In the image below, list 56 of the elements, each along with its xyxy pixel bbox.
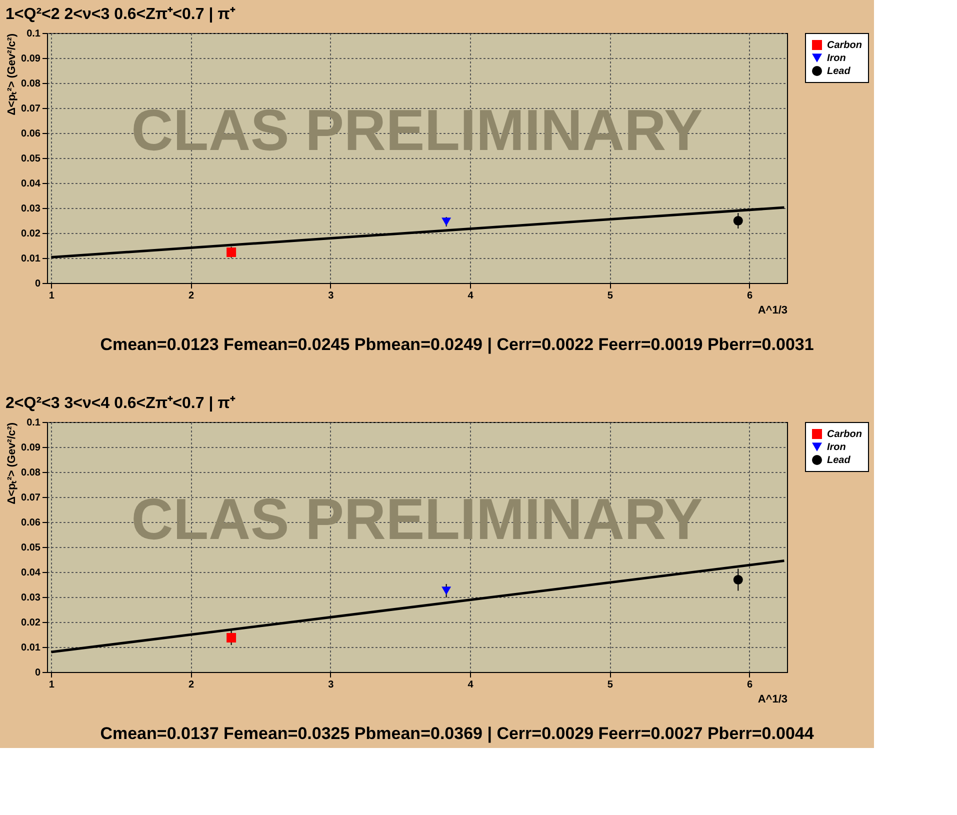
x-axis-title: A^1/3 [758, 694, 788, 706]
y-tick-label: 0.05 [21, 154, 41, 164]
y-tick-label: 0.04 [21, 568, 41, 578]
y-tick-label: 0.01 [21, 254, 41, 264]
y-tick-label: 0.05 [21, 542, 41, 554]
legend-label: Lead [827, 66, 852, 77]
annotation: CLAS PRELIMINARY [131, 487, 703, 552]
x-tick-label: 4 [468, 680, 474, 690]
point [442, 218, 452, 226]
point [226, 633, 236, 642]
legend-label: Lead [827, 455, 852, 466]
y-tick-label: 0.06 [21, 518, 41, 528]
y-tick-label: 0.03 [21, 204, 41, 214]
x-axis-title: A^1/3 [758, 304, 788, 316]
y-tick-label: 0.09 [21, 54, 41, 64]
x-tick-label: 5 [607, 680, 614, 690]
chart-title: 2<Q²<3 3<ν<4 0.6<Zπ⁺<0.7 | π⁺ [6, 395, 236, 412]
y-tick-label: 0.01 [21, 642, 41, 654]
x-tick-label: 4 [468, 290, 474, 302]
annotation: CLAS PRELIMINARY [131, 98, 703, 163]
y-axis-title: Δ<pₜ²> (Gev²/c²) [6, 422, 18, 504]
y-tick-label: 0.1 [26, 418, 41, 428]
x-tick-label: 3 [328, 290, 334, 302]
point [733, 575, 743, 584]
legend-label: Carbon [827, 429, 862, 440]
y-tick-label: 0 [34, 278, 41, 290]
y-tick-label: 0.02 [21, 228, 41, 240]
y-tick-label: 0.09 [21, 442, 41, 454]
text: Cmean=0.0123 Femean=0.0245 Pbmean=0.0249 | Cerr=0.0022 Feerr=0.0019 Pberr=0.0031 [100, 335, 814, 354]
x-tick-label: 1 [48, 290, 55, 302]
y-tick-label: 0.07 [21, 492, 41, 504]
x-tick-label: 3 [328, 680, 334, 690]
x-tick-label: 2 [188, 290, 195, 302]
x-tick-label: 6 [747, 680, 754, 690]
y-tick-label: 0.02 [21, 618, 41, 628]
point [226, 248, 236, 257]
x-tick-label: 2 [188, 680, 195, 690]
y-tick-label: 0 [34, 668, 41, 678]
y-tick-label: 0.07 [21, 104, 41, 114]
y-tick-label: 0.1 [26, 28, 41, 40]
y-axis-title: Δ<pₜ²> (Gev²/c²) [6, 33, 18, 116]
y-tick-label: 0.04 [21, 178, 41, 190]
legend-label: Iron [827, 442, 846, 453]
y-tick-label: 0.03 [21, 592, 41, 604]
chart-title: 1<Q²<2 2<ν<3 0.6<Zπ⁺<0.7 | π⁺ [6, 6, 236, 23]
y-tick-label: 0.08 [21, 468, 41, 478]
x-tick-label: 6 [747, 290, 754, 302]
x-tick-label: 1 [48, 680, 55, 690]
point [442, 586, 452, 595]
legend-label: Iron [827, 53, 846, 64]
y-tick-label: 0.06 [21, 128, 41, 140]
y-tick-label: 0.08 [21, 78, 41, 90]
x-tick-label: 5 [607, 290, 614, 302]
legend-label: Carbon [827, 40, 862, 51]
text: Cmean=0.0137 Femean=0.0325 Pbmean=0.0369 | Cerr=0.0029 Feerr=0.0027 Pberr=0.0044 [100, 724, 814, 743]
point [733, 216, 743, 226]
